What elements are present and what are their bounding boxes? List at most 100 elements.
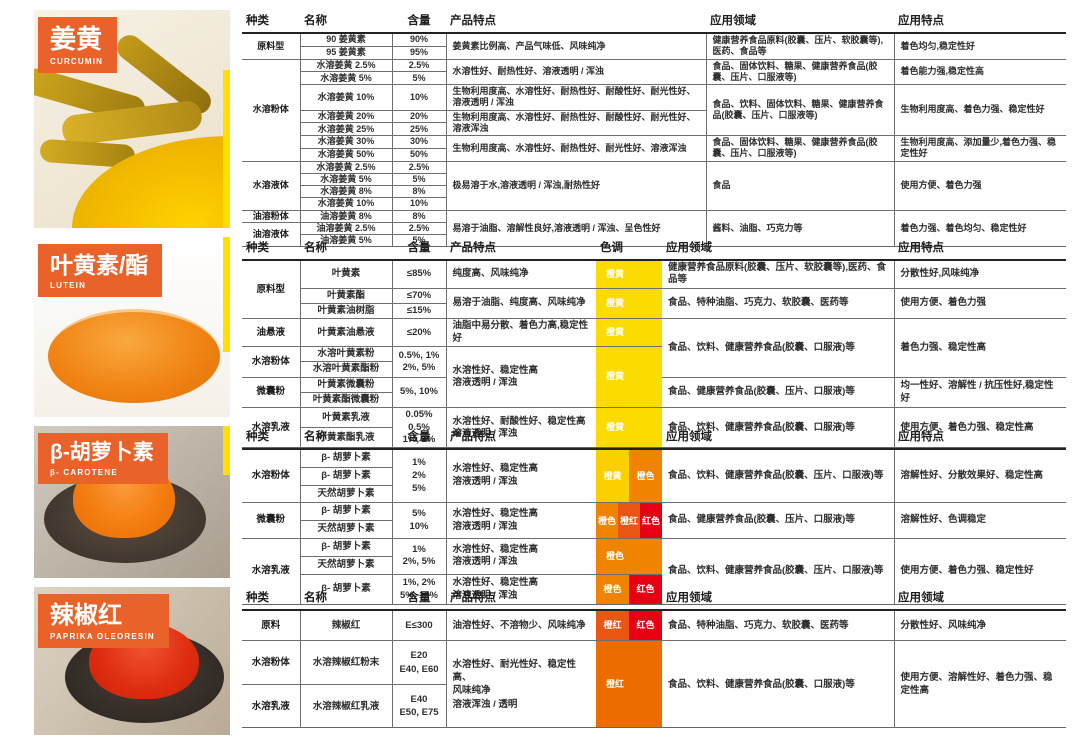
- hue-label: 红色: [636, 584, 655, 595]
- application-trait-cell: 分散性好、风味纯净: [893, 609, 1066, 641]
- name-cell: 天然胡萝卜素: [299, 555, 392, 575]
- table-row: β- 胡萝卜素: [242, 466, 1066, 486]
- application-area-cell: 食品、健康营养食品(胶囊、压片、口服液)等: [662, 376, 894, 408]
- hue-label: 橙黄: [606, 326, 625, 337]
- feature-cell: 油溶性好、不溶物少、风味纯净: [445, 609, 596, 641]
- table-row: 水溶乳液 叶黄素乳液 0.05% 0.5% 1%, 2% 水溶性好、耐酸性好、稳…: [242, 407, 1066, 448]
- content-cell: 10%: [391, 84, 446, 110]
- application-trait-cell: 着色力强、稳定性高: [893, 318, 1066, 378]
- header-cell: 名称: [300, 426, 392, 450]
- feature-cell: 水溶性好、耐热性好、溶液透明 / 浑浊: [445, 58, 706, 85]
- table-row: 水溶姜黄 10% 10%: [242, 197, 1066, 210]
- application-area-cell: 食品、饮料、健康营养食品(胶囊、口服液)等: [662, 318, 894, 378]
- table-row: 水溶粉体 水溶叶黄素粉 0.5%, 1% 2%, 5% 水溶性好、稳定性高 溶液…: [242, 346, 1066, 408]
- section-subtitle: CURCUMIN: [50, 57, 104, 67]
- table-row: 水溶姜黄 25% 25%: [242, 122, 1066, 136]
- application-area-cell: 食品、特种油脂、巧克力、软胶囊、医药等: [662, 609, 894, 641]
- hue-swatch: 橙红: [596, 641, 662, 728]
- header-cell: 名称: [300, 10, 392, 34]
- hue-swatch: 橙黄: [596, 450, 629, 503]
- hue-cell: 橙黄: [596, 287, 662, 319]
- lutein-table: 种类 名称 含量 产品特点 色调 应用领域 应用特点 原料型 叶黄素 ≤85% …: [242, 237, 1066, 449]
- name-cell: 辣椒红: [299, 609, 392, 641]
- content-cell: 5% 10%: [391, 502, 446, 539]
- name-cell: 水溶叶黄素粉: [299, 346, 392, 362]
- content-cell: 1% 2% 5%: [391, 448, 446, 503]
- header-cell: 含量: [392, 10, 446, 34]
- header-cell: 应用特点: [894, 10, 1066, 34]
- content-cell: 25%: [391, 122, 446, 136]
- application-trait-cell: 溶解性好、色调稳定: [893, 502, 1066, 539]
- application-area-cell: 食品、饮料、固体饮料、糖果、健康营养食品(胶囊、压片、口服液等): [705, 84, 894, 136]
- application-area-cell: 食品、特种油脂、巧克力、软胶囊、医药等: [662, 287, 894, 319]
- content-cell: E20 E40, E60: [391, 640, 446, 685]
- name-cell: 叶黄素油悬液: [299, 318, 392, 347]
- section-subtitle: β- CAROTENE: [50, 468, 118, 478]
- header-cell: 名称: [300, 237, 392, 261]
- hue-swatch: 红色: [629, 574, 662, 605]
- feature-cell: 生物利用度高、水溶性好、耐热性好、耐酸性好、耐光性好、溶液浑浊: [445, 109, 706, 136]
- content-cell: 1% 2%, 5%: [391, 538, 446, 575]
- content-cell: ≤85%: [391, 259, 446, 289]
- header-cell: 名称: [300, 587, 392, 611]
- feature-cell: 易溶于油脂、纯度高、风味纯净: [445, 287, 596, 319]
- name-cell: 水溶姜黄 5%: [299, 71, 392, 85]
- name-cell: 叶黄素: [299, 259, 392, 289]
- hue-label: 红色: [636, 620, 655, 631]
- kind-cell: 原料: [242, 609, 300, 641]
- feature-cell: 水溶性好、稳定性高 溶液透明 / 浑浊: [445, 502, 596, 539]
- hue-label: 橙黄: [603, 471, 622, 482]
- carotene-visual: β-胡萝卜素 β- CAROTENE: [34, 426, 230, 578]
- content-cell: 5%, 10%: [391, 376, 446, 408]
- name-cell: 水溶姜黄 10%: [299, 84, 392, 110]
- kind-cell: 微囊粉: [242, 502, 300, 539]
- section-lutein: 叶黄素/酯 LUTEIN 种类 名称 含量 产品特点 色调 应用领域 应用特点 …: [34, 237, 1066, 449]
- curcumin-visual: 姜黄 CURCUMIN: [34, 10, 230, 228]
- table-row: 微囊粉 叶黄素微囊粉 5%, 10% 食品、健康营养食品(胶囊、压片、口服液)等…: [242, 376, 1066, 408]
- content-cell: 5%: [391, 71, 446, 85]
- application-trait-cell: 溶解性好、分散效果好、稳定性高: [893, 448, 1066, 503]
- section-subtitle: LUTEIN: [50, 281, 87, 291]
- header-cell: 产品特点: [446, 10, 706, 34]
- table-row: 油溶粉体 油溶姜黄 8% 8% 易溶于油脂、溶解性良好,溶液透明 / 浑浊、呈色…: [242, 209, 1066, 247]
- header-cell: 种类: [242, 10, 300, 34]
- hue-cell: 橙色 红色: [596, 573, 662, 605]
- name-cell: 90 姜黄素: [299, 32, 392, 47]
- hue-swatch: 橙色: [596, 574, 629, 605]
- content-cell: 20%: [391, 109, 446, 123]
- table-row: 水溶乳液 β- 胡萝卜素 1% 2%, 5% 水溶性好、稳定性高 溶液透明 / …: [242, 538, 1066, 605]
- content-cell: ≤70%: [391, 287, 446, 304]
- content-cell: 8%: [391, 184, 446, 198]
- name-cell: 叶黄素乳液: [299, 407, 392, 428]
- table-row: 水溶姜黄 30% 30% 生物利用度高、水溶性好、耐热性好、耐光性好、溶液浑浊 …: [242, 135, 1066, 161]
- hue-cell: 橙黄: [596, 346, 662, 408]
- kind-cell: 原料型: [242, 32, 300, 59]
- lutein-table-wrap: 种类 名称 含量 产品特点 色调 应用领域 应用特点 原料型 叶黄素 ≤85% …: [242, 237, 1066, 449]
- name-cell: β- 胡萝卜素: [299, 448, 392, 468]
- name-cell: 油溶姜黄 8%: [299, 209, 392, 223]
- name-cell: 水溶姜黄 2.5%: [299, 160, 392, 174]
- carotene-banner: β-胡萝卜素 β- CAROTENE: [38, 433, 168, 485]
- content-cell: 30%: [391, 135, 446, 149]
- application-trait-cell: 使用方便、着色力强: [893, 287, 1066, 319]
- table-row: 水溶叶黄素酯粉: [242, 361, 1066, 378]
- section-title: 姜黄: [50, 24, 103, 54]
- feature-cell: 极易溶于水,溶液透明 / 浑浊,耐热性好: [445, 160, 706, 210]
- feature-cell: 油脂中易分散、着色力高,稳定性好: [445, 318, 596, 347]
- hue-cell: 橙黄: [596, 318, 662, 347]
- header-cell: 种类: [242, 587, 300, 611]
- application-trait-cell: 使用方便、溶解性好、着色力强、稳定性高: [893, 640, 1066, 728]
- name-cell: 叶黄素油树脂: [299, 303, 392, 319]
- curcumin-table: 种类 名称 含量 产品特点 应用领域 应用特点 原料型 90 姜黄素 90% 姜…: [242, 10, 1066, 248]
- application-trait-cell: 生物利用度高、着色力强、稳定性好: [893, 84, 1066, 136]
- header-cell: 应用特点: [894, 426, 1066, 450]
- content-cell: 95%: [391, 45, 446, 59]
- yellow-strip: [223, 426, 230, 475]
- name-cell: 叶黄素酯: [299, 287, 392, 304]
- lutein-visual: 叶黄素/酯 LUTEIN: [34, 237, 230, 417]
- content-cell: ≤20%: [391, 318, 446, 347]
- table-row: 天然胡萝卜素: [242, 520, 1066, 539]
- kind-cell: 油悬液: [242, 318, 300, 347]
- name-cell: 95 姜黄素: [299, 45, 392, 59]
- table-row: 原料型 90 姜黄素 90% 姜黄素比例高、产品气味低、风味纯净 健康营养食品原…: [242, 32, 1066, 59]
